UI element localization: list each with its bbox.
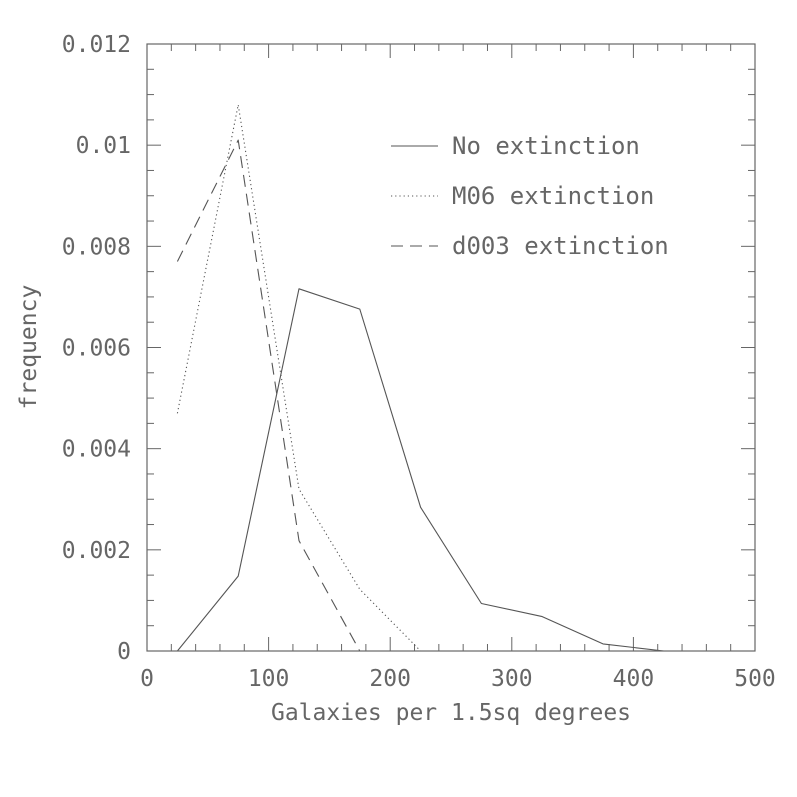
x-tick-label: 200 [369, 666, 411, 692]
series-line-solid [176, 288, 725, 652]
y-tick-label: 0.01 [76, 133, 131, 159]
plot-frame [146, 43, 756, 652]
x-tick-label: 300 [491, 666, 533, 692]
y-tick-label: 0.006 [62, 336, 131, 362]
y-tick-label: 0.004 [62, 437, 131, 463]
y-tick-label: 0.008 [62, 234, 131, 260]
y-axis-label: frequency [16, 285, 42, 410]
legend-label: d003 extinction [452, 232, 669, 260]
y-tick-label: 0.012 [62, 32, 131, 58]
legend-label: M06 extinction [452, 182, 654, 210]
legend-label: No extinction [452, 132, 640, 160]
x-axis-label: Galaxies per 1.5sq degrees [271, 700, 631, 726]
y-tick-label: 0.002 [62, 538, 131, 564]
series-line-dotted [176, 104, 725, 652]
tick-labels: 0 100 200 300 400 500 0 0.002 0.004 0.006 0.008 0.0… [62, 32, 776, 692]
x-tick-label: 0 [140, 666, 154, 692]
x-tick-label: 100 [248, 666, 290, 692]
x-tick-label: 500 [734, 666, 776, 692]
legend: No extinction M06 extinction d003 extincti… [391, 132, 669, 260]
y-tick-label: 0 [117, 639, 131, 665]
x-tick-label: 400 [613, 666, 655, 692]
